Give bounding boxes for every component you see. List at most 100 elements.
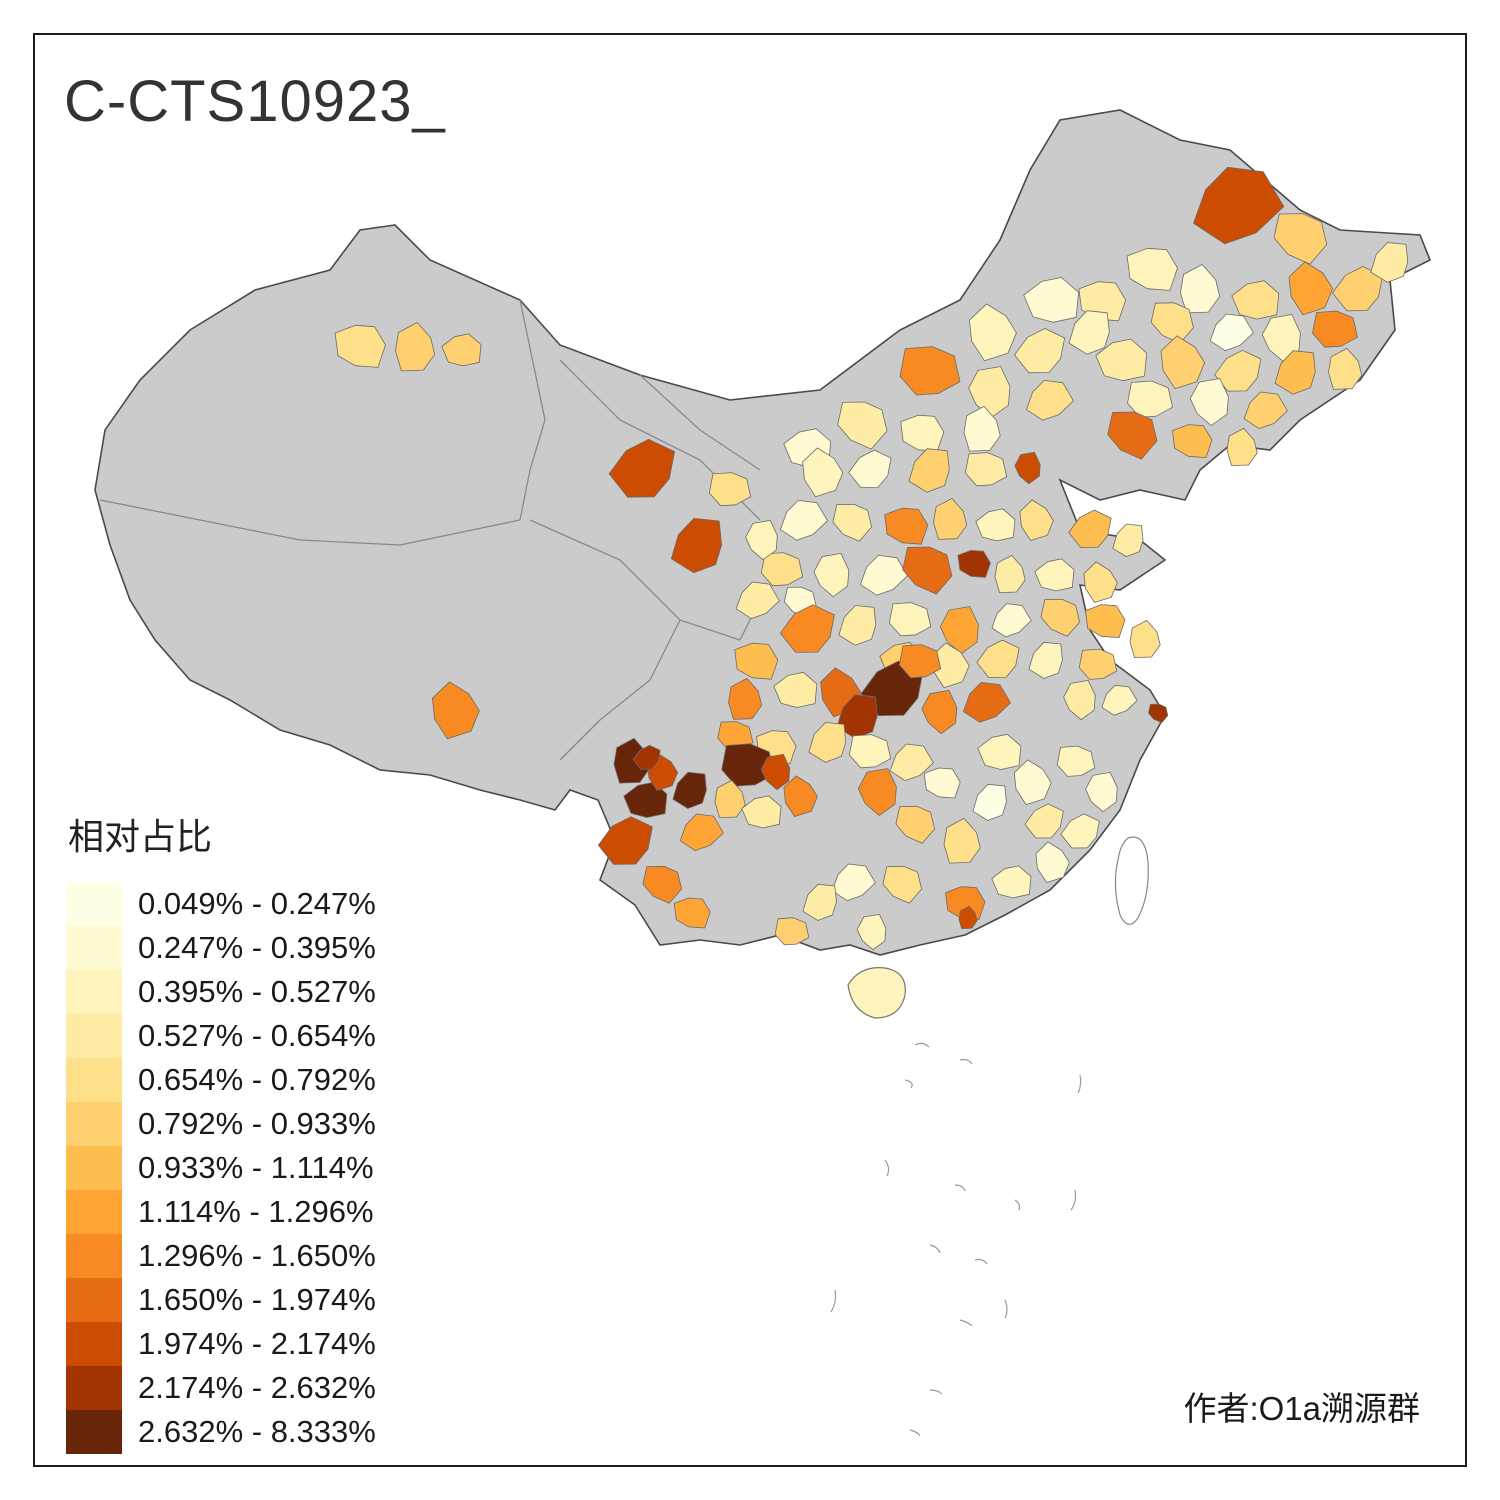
legend-item: 2.632% - 8.333% [66,1410,376,1454]
legend-item: 1.296% - 1.650% [66,1234,376,1278]
map-region [888,602,932,637]
map-region [1014,328,1065,374]
legend-swatch [66,1410,122,1454]
map-region [931,642,970,688]
map-region [895,805,935,844]
legend-item: 0.395% - 0.527% [66,970,376,1014]
map-region [760,754,791,791]
map-region [933,497,968,540]
legend-label: 0.527% - 0.654% [138,1018,376,1053]
sea-islands [830,1042,1082,1437]
map-region [721,743,775,787]
legend-swatch [66,882,122,926]
legend-label: 0.933% - 1.114% [138,1150,374,1185]
map-region [1273,213,1328,265]
map-region [856,914,887,951]
map-region [774,917,810,946]
map-region [741,795,782,829]
legend-swatch [66,1146,122,1190]
map-region [745,520,778,561]
map-region [735,581,780,619]
map-region [1034,558,1075,592]
map-region [1370,242,1409,283]
legend-item: 0.049% - 0.247% [66,882,376,926]
map-region [882,865,922,904]
map-region [1095,338,1148,382]
map-region [1312,310,1358,348]
legend-label: 0.049% - 0.247% [138,886,376,921]
legend: 相对占比 0.049% - 0.247% 0.247% - 0.395% 0.395… [66,808,376,1454]
map-region [1226,427,1258,467]
map-region [441,333,482,367]
map-region [923,767,961,799]
legend-title: 相对占比 [68,816,213,857]
map-regions [334,166,1409,951]
map-region [958,905,978,929]
map-region [1083,561,1118,603]
legend-swatch [66,1366,122,1410]
map-region [1148,703,1169,724]
map-region [969,303,1017,362]
map-region [1172,424,1213,459]
hainan-island [847,967,906,1019]
map-region [977,733,1022,770]
legend-label: 0.247% - 0.395% [138,930,376,965]
map-region [908,448,950,493]
legend-swatch [66,1014,122,1058]
map-region [836,694,878,739]
map-region [884,507,929,545]
map-region [1068,509,1112,548]
legend-item: 0.247% - 0.395% [66,926,376,970]
map-region [1085,772,1118,813]
map-region [838,605,877,646]
map-region [1288,261,1334,316]
map-region [623,781,668,818]
map-region [921,690,958,735]
map-region [832,503,872,542]
legend-swatch [66,1322,122,1366]
map-region [1060,813,1100,849]
page-title: C-CTS10923_ [64,69,446,134]
map-region [1035,841,1070,883]
map-region [1243,391,1288,430]
map-region [1085,604,1126,638]
map-region [1063,680,1096,721]
legend-label: 1.650% - 1.974% [138,1282,376,1317]
map-region [1126,247,1178,291]
map-region [994,555,1026,593]
map-region [1101,684,1138,716]
map-region [708,472,752,507]
map-region [902,546,953,595]
map-region [714,780,746,818]
legend-item: 1.650% - 1.974% [66,1278,376,1322]
map-region [1014,451,1041,485]
legend-label: 2.174% - 2.632% [138,1370,376,1405]
map-region [1068,310,1110,355]
map-region [848,734,892,769]
map-region [1107,411,1158,460]
map-region [943,818,981,864]
map-region [673,897,711,929]
map-region [957,550,991,578]
map-region [431,681,480,740]
map-region [808,722,847,763]
map-region [813,553,850,598]
map-region [1189,378,1229,427]
legend-item: 2.174% - 2.632% [66,1366,376,1410]
map-region [780,604,835,653]
map-region [964,452,1008,487]
map-region [802,447,844,498]
legend-label: 1.296% - 1.650% [138,1238,376,1273]
map-region [1274,350,1316,395]
map-region [1332,266,1383,312]
map-region [334,324,386,368]
map-region [802,883,837,921]
legend-label: 1.974% - 2.174% [138,1326,376,1361]
legend-swatch [66,1190,122,1234]
map-region [972,783,1007,821]
map-region [598,816,653,865]
map-region [672,771,707,809]
legend-swatch [66,926,122,970]
legend-label: 0.654% - 0.792% [138,1062,376,1097]
